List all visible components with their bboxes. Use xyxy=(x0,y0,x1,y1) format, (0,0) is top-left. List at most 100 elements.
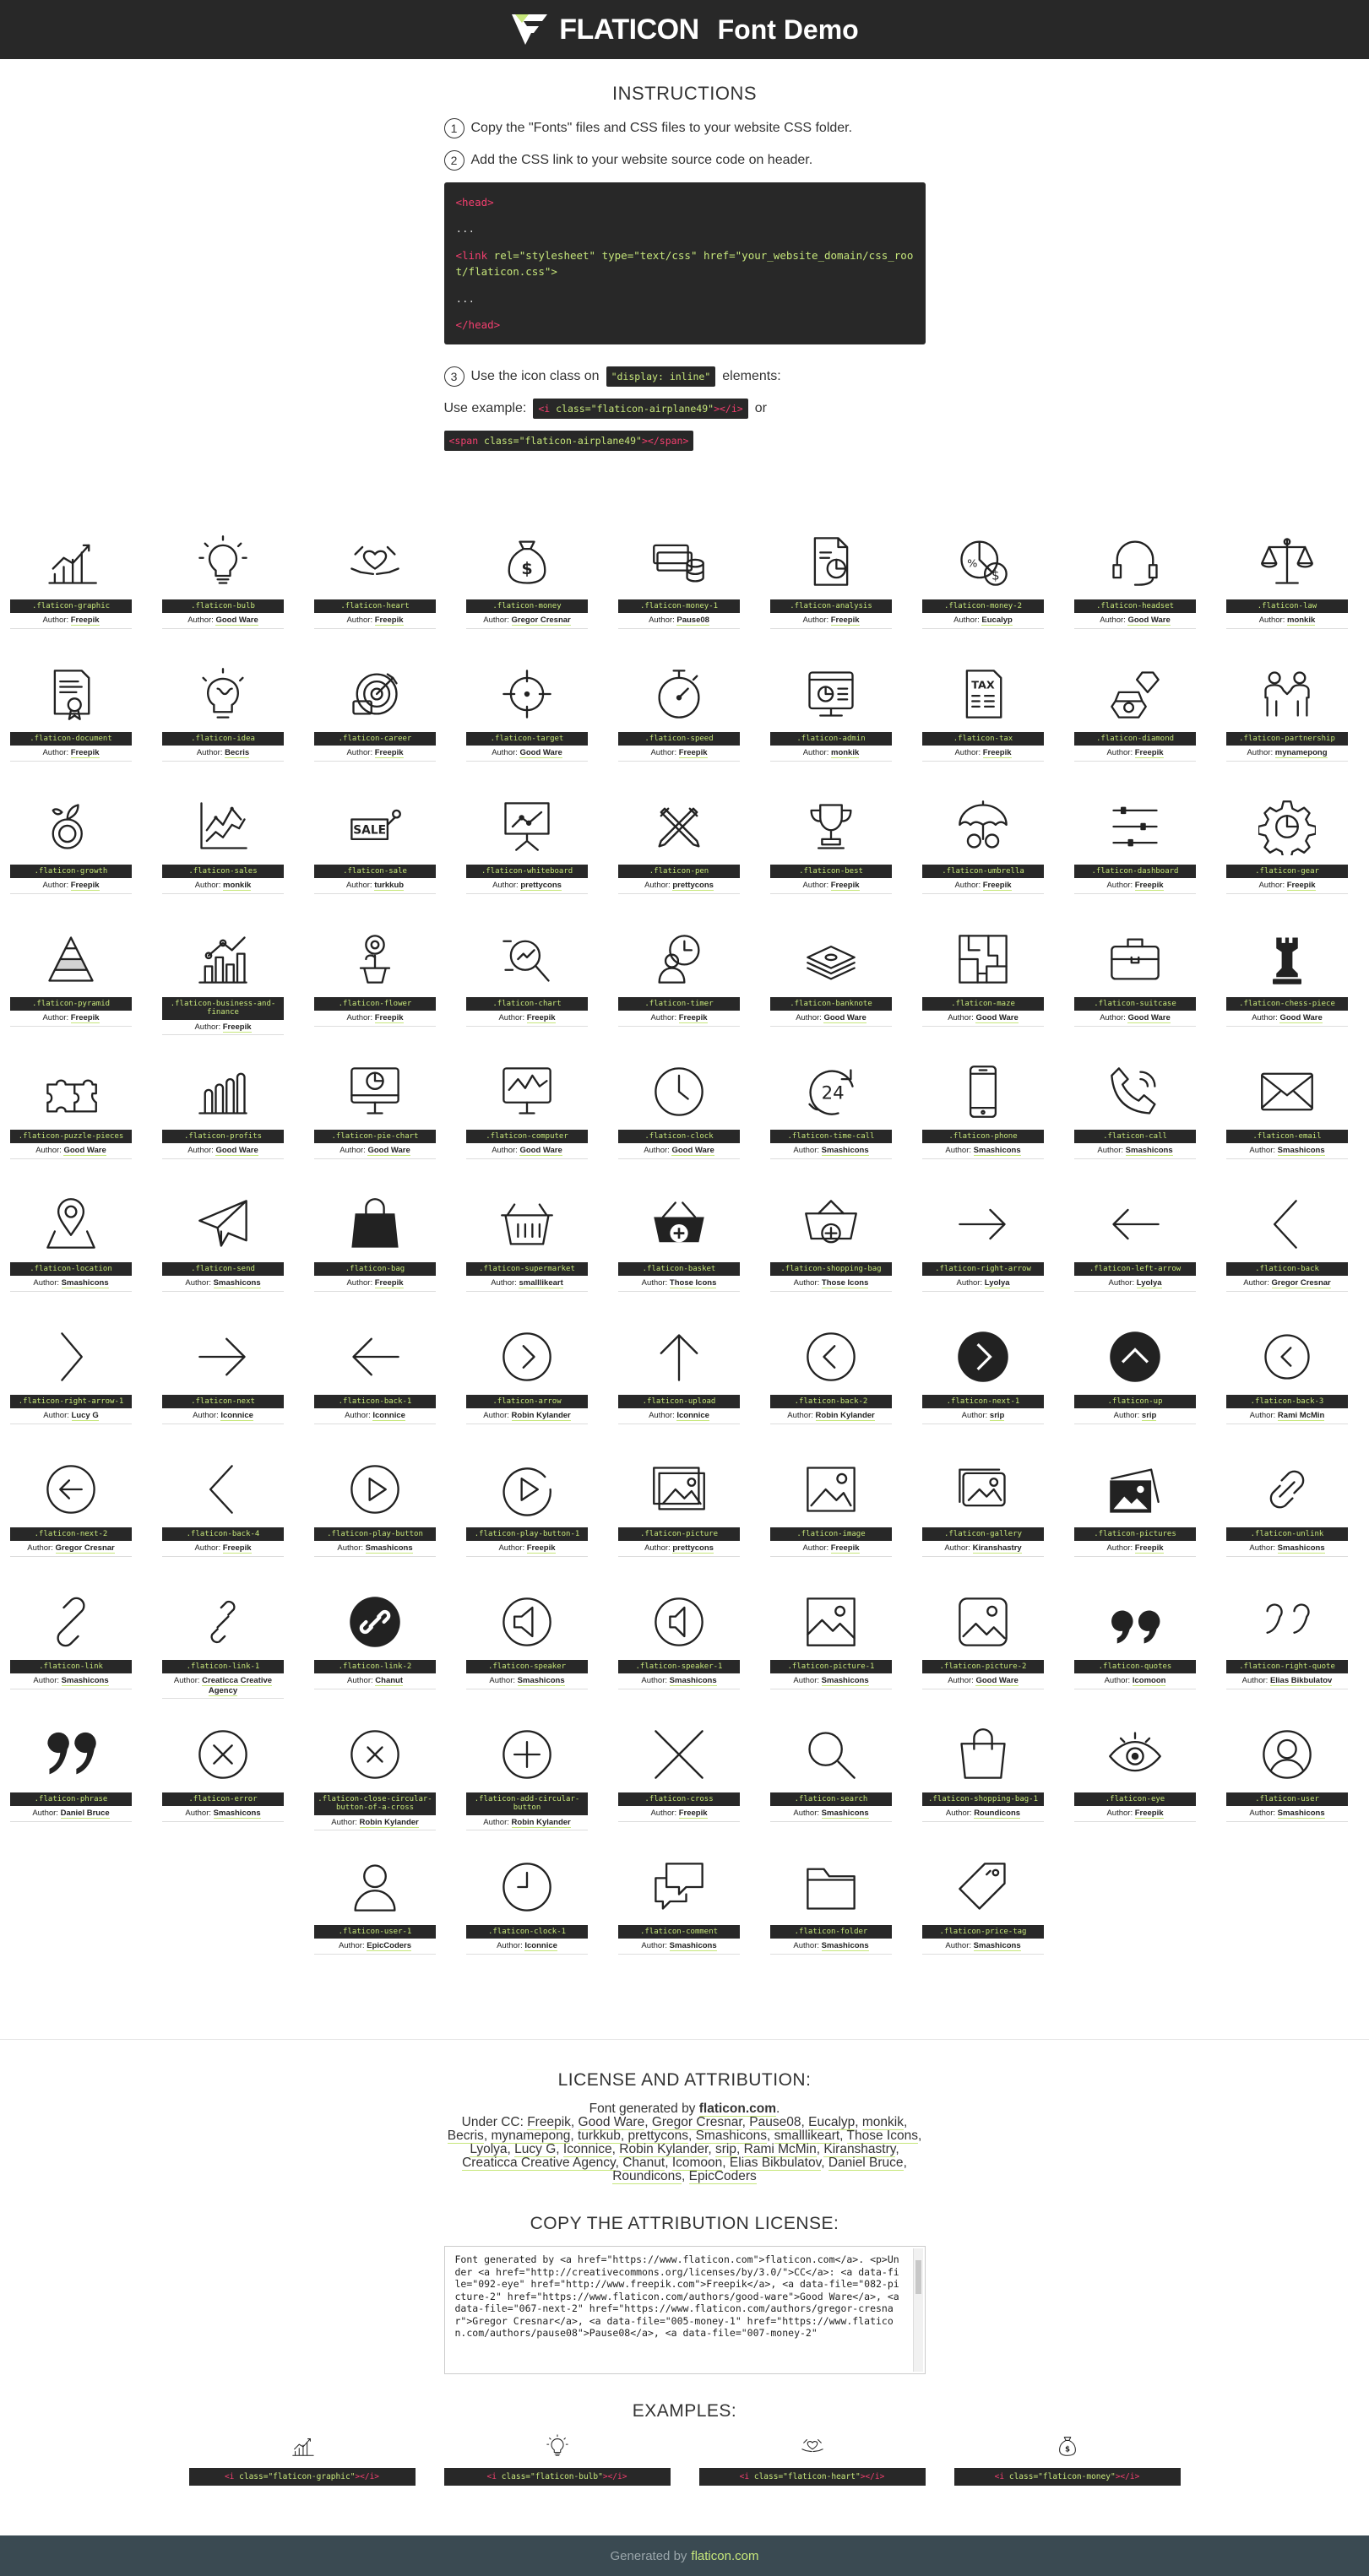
icon-card[interactable]: .flaticon-back Author: Gregor Cresnar xyxy=(1226,1186,1348,1313)
icon-class-name[interactable]: .flaticon-tax xyxy=(922,732,1044,746)
icon-card[interactable]: .flaticon-speaker-1 Author: Smashicons xyxy=(618,1584,740,1711)
author-link[interactable]: Daniel Bruce xyxy=(60,1809,110,1819)
author-link[interactable]: Freepik xyxy=(526,1013,556,1024)
icon-card[interactable]: .flaticon-next-1 Author: srip xyxy=(922,1319,1044,1445)
icon-card[interactable]: .flaticon-chess-piece Author: Good Ware xyxy=(1226,921,1348,1048)
license-author-link[interactable]: turkkub xyxy=(577,2129,621,2144)
icon-class-name[interactable]: .flaticon-picture-1 xyxy=(770,1660,892,1674)
author-link[interactable]: Good Ware xyxy=(215,616,258,626)
icon-card[interactable]: .flaticon-search Author: Smashicons xyxy=(770,1716,892,1843)
icon-class-name[interactable]: .flaticon-chart xyxy=(466,997,588,1011)
icon-card[interactable]: .flaticon-partnership Author: mynamepong xyxy=(1226,656,1348,783)
author-link[interactable]: Smashicons xyxy=(973,1146,1021,1157)
license-author-link[interactable]: Pause08 xyxy=(749,2115,801,2130)
author-link[interactable]: EpicCoders xyxy=(367,1941,412,1952)
icon-class-name[interactable]: .flaticon-search xyxy=(770,1792,892,1807)
icon-class-name[interactable]: .flaticon-heart xyxy=(314,599,436,614)
license-author-link[interactable]: Robin Kylander xyxy=(619,2142,709,2157)
icon-card[interactable]: .flaticon-price-tag Author: Smashicons xyxy=(922,1849,1044,1976)
icon-card[interactable]: .flaticon-flower Author: Freepik xyxy=(314,921,436,1048)
icon-class-name[interactable]: .flaticon-target xyxy=(466,732,588,746)
icon-class-name[interactable]: .flaticon-upload xyxy=(618,1395,740,1409)
author-link[interactable]: Gregor Cresnar xyxy=(55,1543,115,1554)
license-author-link[interactable]: monkik xyxy=(861,2115,904,2130)
icon-card[interactable]: .flaticon-timer Author: Freepik xyxy=(618,921,740,1048)
icon-card[interactable]: .flaticon-banknote Author: Good Ware xyxy=(770,921,892,1048)
example-code[interactable]: <i class="flaticon-graphic"></i> xyxy=(188,2468,416,2486)
icon-card[interactable]: .flaticon-basket Author: Those Icons xyxy=(618,1186,740,1313)
icon-class-name[interactable]: .flaticon-link-2 xyxy=(314,1660,436,1674)
icon-class-name[interactable]: .flaticon-play-button xyxy=(314,1527,436,1542)
author-link[interactable]: Smashicons xyxy=(821,1941,869,1952)
textarea-scrollbar[interactable] xyxy=(912,2248,923,2372)
icon-card[interactable]: .flaticon-whiteboard Author: prettycons xyxy=(466,789,588,915)
author-link[interactable]: turkkub xyxy=(374,881,405,892)
head-code-block[interactable]: <head> ... <link rel="stylesheet" type="… xyxy=(443,182,926,345)
author-link[interactable]: Good Ware xyxy=(367,1146,410,1157)
icon-class-name[interactable]: .flaticon-pie-chart xyxy=(314,1130,436,1144)
license-author-link[interactable]: Rami McMin xyxy=(743,2142,817,2157)
icon-card[interactable]: .flaticon-shopping-bag-1 Author: Roundico… xyxy=(922,1716,1044,1843)
icon-class-name[interactable]: .flaticon-left-arrow xyxy=(1074,1262,1196,1277)
icon-card[interactable]: TAX .flaticon-tax Author: Freepik xyxy=(922,656,1044,783)
author-link[interactable]: Good Ware xyxy=(823,1013,866,1024)
author-link[interactable]: Smashicons xyxy=(1125,1146,1173,1157)
author-link[interactable]: Gregor Cresnar xyxy=(511,616,571,626)
author-link[interactable]: Freepik xyxy=(70,616,100,626)
author-link[interactable]: Gregor Cresnar xyxy=(1271,1278,1331,1289)
icon-class-name[interactable]: .flaticon-gallery xyxy=(922,1527,1044,1542)
icon-card[interactable]: .flaticon-clock-1 Author: Iconnice xyxy=(466,1849,588,1976)
author-link[interactable]: Lyolya xyxy=(984,1278,1010,1289)
icon-class-name[interactable]: .flaticon-maze xyxy=(922,997,1044,1011)
icon-card[interactable]: .flaticon-upload Author: Iconnice xyxy=(618,1319,740,1445)
icon-card[interactable]: .flaticon-right-arrow Author: Lyolya xyxy=(922,1186,1044,1313)
author-link[interactable]: Smashicons xyxy=(973,1941,1021,1952)
license-author-link[interactable]: Icomoon xyxy=(671,2156,723,2171)
author-link[interactable]: Pause08 xyxy=(676,616,709,626)
author-link[interactable]: Freepik xyxy=(1134,881,1164,892)
icon-card[interactable]: .flaticon-law Author: monkik xyxy=(1226,523,1348,650)
icon-class-name[interactable]: .flaticon-time-call xyxy=(770,1130,892,1144)
author-link[interactable]: Freepik xyxy=(222,1543,252,1554)
icon-card[interactable]: .flaticon-folder Author: Smashicons xyxy=(770,1849,892,1976)
footer-link[interactable]: flaticon.com xyxy=(691,2548,759,2563)
icon-card[interactable]: .flaticon-clock Author: Good Ware xyxy=(618,1054,740,1180)
icon-card[interactable]: .flaticon-diamond Author: Freepik xyxy=(1074,656,1196,783)
icon-card[interactable]: .flaticon-business-and-finance Author: Fr… xyxy=(162,921,284,1048)
icon-card[interactable]: .flaticon-send Author: Smashicons xyxy=(162,1186,284,1313)
icon-card[interactable]: .flaticon-computer Author: Good Ware xyxy=(466,1054,588,1180)
author-link[interactable]: prettycons xyxy=(672,881,714,892)
author-link[interactable]: Robin Kylander xyxy=(511,1411,571,1422)
icon-card[interactable]: .flaticon-comment Author: Smashicons xyxy=(618,1849,740,1976)
author-link[interactable]: Iconnice xyxy=(524,1941,557,1952)
icon-class-name[interactable]: .flaticon-clock xyxy=(618,1130,740,1144)
icon-card[interactable]: .flaticon-picture-1 Author: Smashicons xyxy=(770,1584,892,1711)
icon-class-name[interactable]: .flaticon-pen xyxy=(618,865,740,879)
author-link[interactable]: Smashicons xyxy=(821,1676,869,1687)
icon-class-name[interactable]: .flaticon-timer xyxy=(618,997,740,1011)
author-link[interactable]: Smashicons xyxy=(1277,1146,1325,1157)
icon-class-name[interactable]: .flaticon-pyramid xyxy=(10,997,132,1011)
icon-class-name[interactable]: .flaticon-back-2 xyxy=(770,1395,892,1409)
icon-card[interactable]: .flaticon-puzzle-pieces Author: Good Ware xyxy=(10,1054,132,1180)
icon-card[interactable]: .flaticon-link-2 Author: Chanut xyxy=(314,1584,436,1711)
icon-card[interactable]: .flaticon-image Author: Freepik xyxy=(770,1451,892,1578)
icon-class-name[interactable]: .flaticon-back-4 xyxy=(162,1527,284,1542)
icon-class-name[interactable]: .flaticon-picture xyxy=(618,1527,740,1542)
license-author-link[interactable]: Kiranshastry xyxy=(823,2142,896,2157)
icon-class-name[interactable]: .flaticon-speaker-1 xyxy=(618,1660,740,1674)
icon-card[interactable]: .flaticon-analysis Author: Freepik xyxy=(770,523,892,650)
icon-class-name[interactable]: .flaticon-basket xyxy=(618,1262,740,1277)
icon-class-name[interactable]: .flaticon-whiteboard xyxy=(466,865,588,879)
icon-card[interactable]: .flaticon-career Author: Freepik xyxy=(314,656,436,783)
icon-class-name[interactable]: .flaticon-bulb xyxy=(162,599,284,614)
license-author-link[interactable]: Elias Bikbulatov xyxy=(729,2156,822,2171)
license-author-link[interactable]: Good Ware xyxy=(578,2115,645,2130)
icon-card[interactable]: .flaticon-cross Author: Freepik xyxy=(618,1716,740,1843)
icon-class-name[interactable]: .flaticon-speaker xyxy=(466,1660,588,1674)
icon-card[interactable]: .flaticon-bulb Author: Good Ware xyxy=(162,523,284,650)
icon-card[interactable]: .flaticon-gear Author: Freepik xyxy=(1226,789,1348,915)
icon-card[interactable]: .flaticon-money-1 Author: Pause08 xyxy=(618,523,740,650)
license-author-link[interactable]: Lyolya xyxy=(470,2142,508,2157)
license-author-link[interactable]: Eucalyp xyxy=(808,2115,856,2130)
